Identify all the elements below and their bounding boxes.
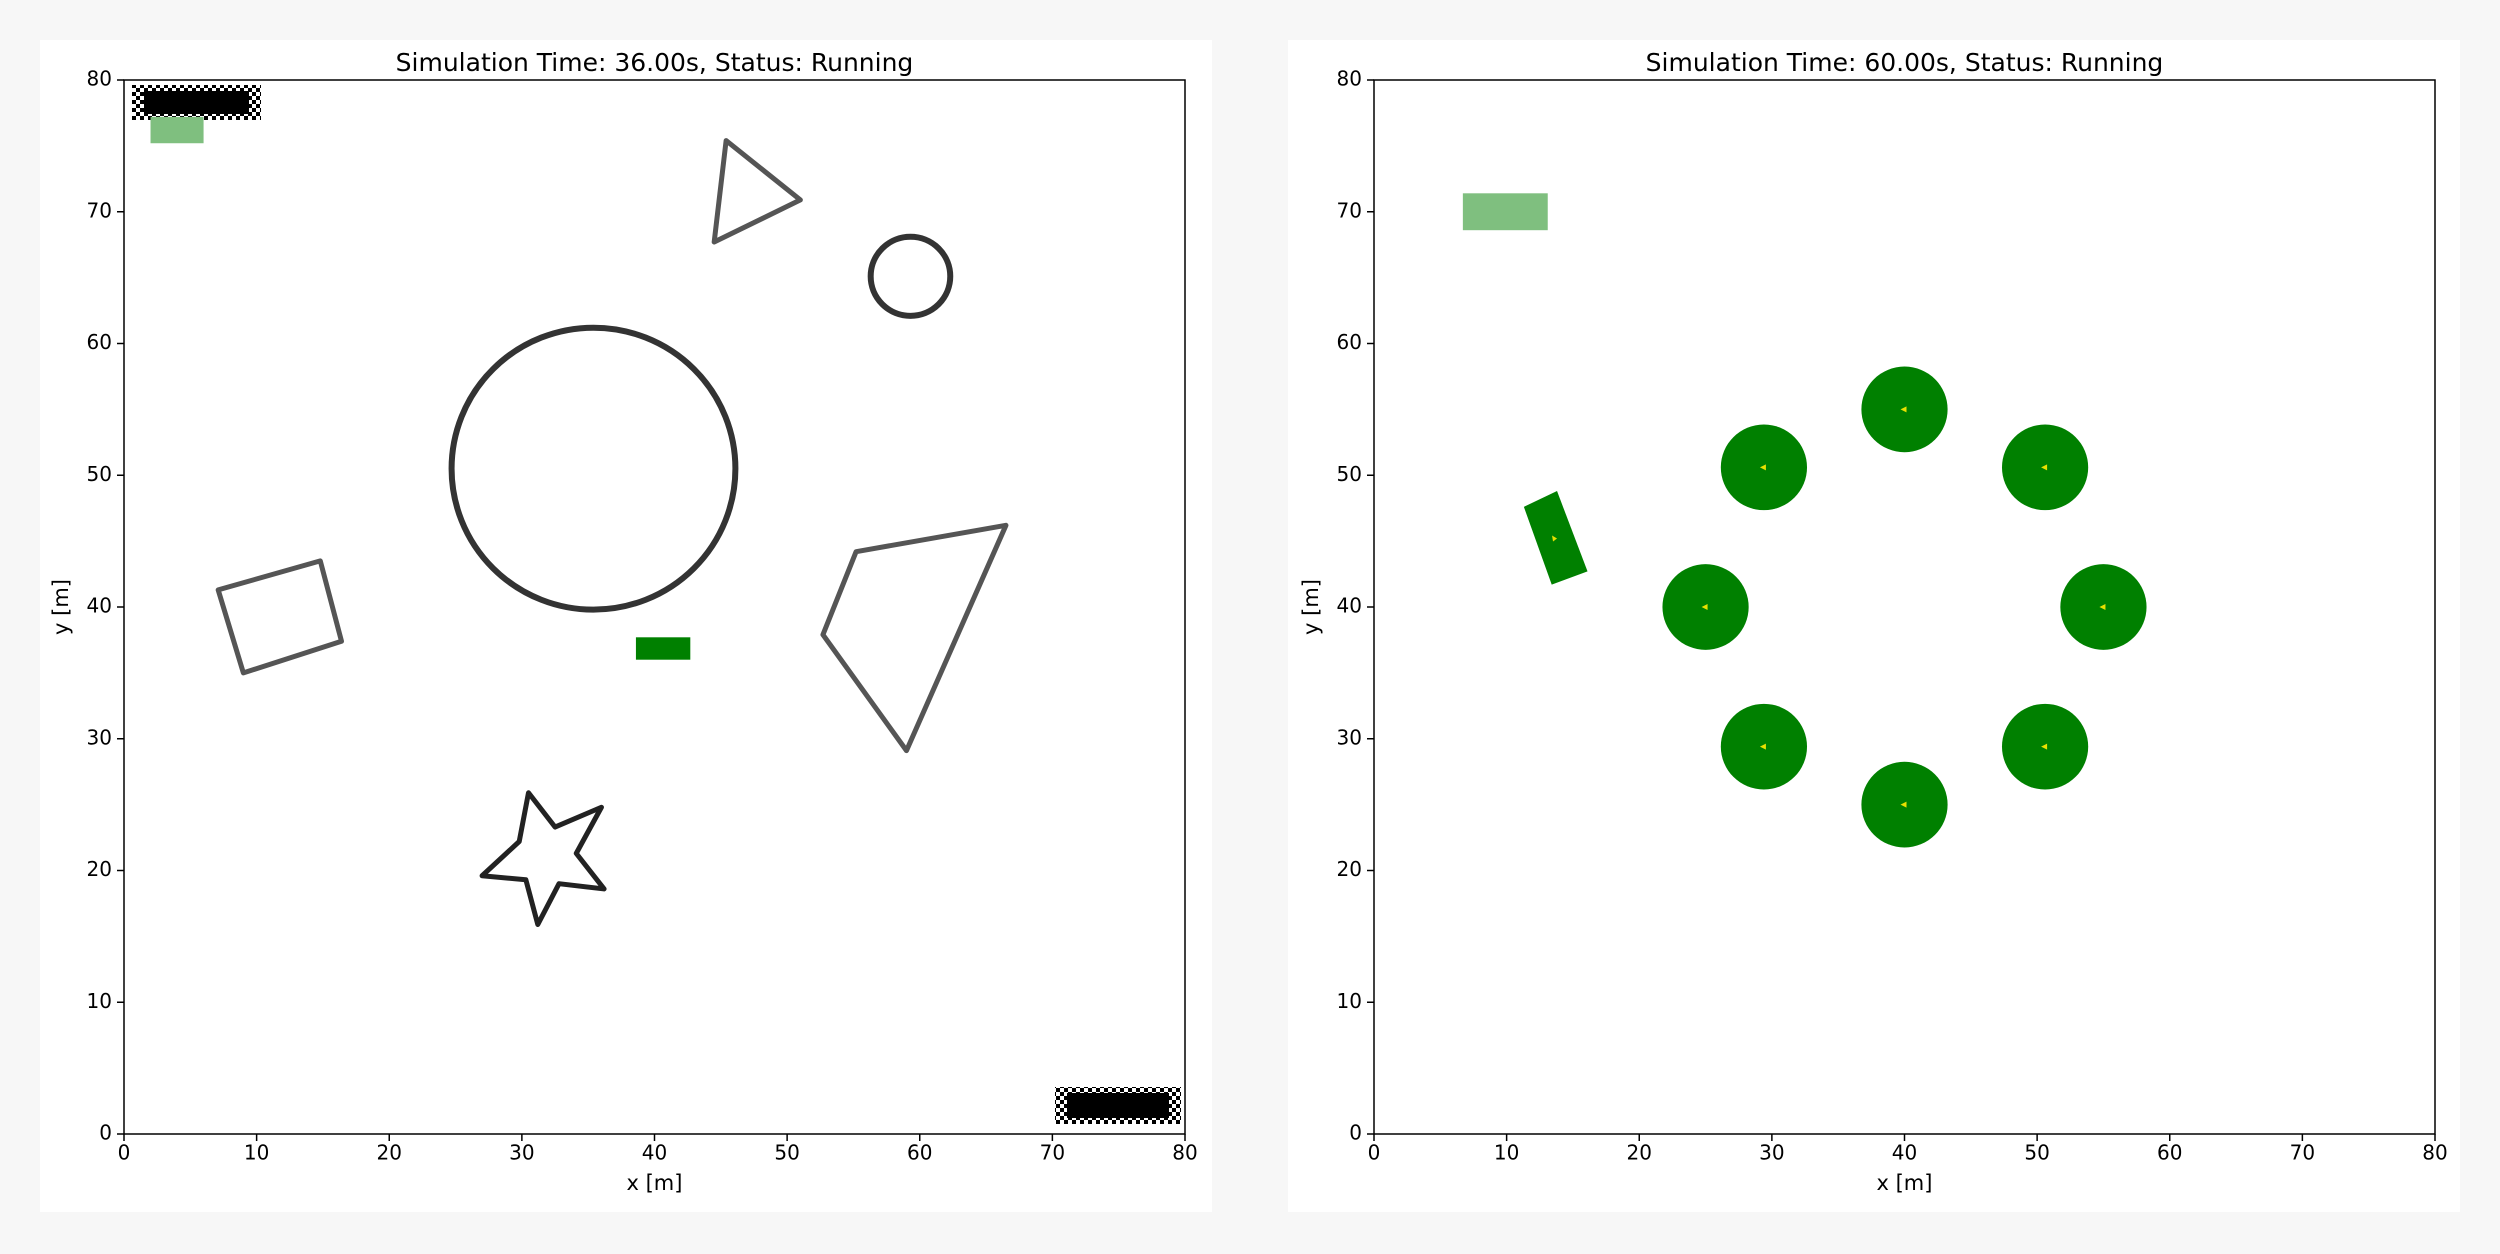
vehicle-rect <box>150 116 204 144</box>
y-tick-label: 30 <box>1337 725 1362 749</box>
y-tick-label: 40 <box>1337 594 1362 618</box>
y-tick-label: 20 <box>87 857 112 881</box>
y-tick-label: 60 <box>87 330 112 354</box>
heading-arrow <box>2041 743 2048 750</box>
axes-frame <box>1373 79 2436 1135</box>
x-tick-label: 70 <box>1040 1141 1065 1165</box>
obstacle-polygon <box>215 558 345 676</box>
y-tick-label: 50 <box>1337 462 1362 486</box>
x-tick-label: 50 <box>774 1141 799 1165</box>
x-tick-label: 30 <box>509 1141 534 1165</box>
y-tick-label: 60 <box>1337 330 1362 354</box>
start-marker <box>132 85 261 120</box>
x-tick-label: 60 <box>2157 1141 2182 1165</box>
axes-frame <box>123 79 1186 1135</box>
heading-arrow <box>1759 464 1766 471</box>
x-tick-label: 40 <box>642 1141 667 1165</box>
panel <box>40 40 1212 1212</box>
heading-arrow <box>1552 535 1558 542</box>
x-tick-label: 0 <box>1368 1141 1381 1165</box>
y-tick-label: 70 <box>87 198 112 222</box>
heading-arrow <box>2099 604 2106 610</box>
y-tick-label: 70 <box>1337 198 1362 222</box>
circle-object <box>867 233 954 319</box>
heading-arrow <box>1900 801 1907 808</box>
y-tick-label: 30 <box>87 725 112 749</box>
obstacle-polygon <box>479 790 607 928</box>
chart-title: Simulation Time: 36.00s, Status: Running <box>396 48 914 77</box>
x-axis-label: x [m] <box>1877 1171 1933 1195</box>
x-tick-label: 60 <box>907 1141 932 1165</box>
y-tick-label: 80 <box>87 67 112 91</box>
y-tick-label: 0 <box>99 1121 112 1145</box>
x-tick-label: 40 <box>1892 1141 1917 1165</box>
y-tick-label: 10 <box>1337 989 1362 1013</box>
y-tick-label: 80 <box>1337 67 1362 91</box>
x-tick-label: 20 <box>1627 1141 1652 1165</box>
x-tick-label: 10 <box>244 1141 269 1165</box>
y-axis-label: y [m] <box>1299 579 1323 635</box>
y-tick-label: 10 <box>87 989 112 1013</box>
obstacle-polygon <box>711 138 803 245</box>
y-tick-label: 40 <box>87 594 112 618</box>
chart-title: Simulation Time: 60.00s, Status: Running <box>1646 48 2164 77</box>
x-tick-label: 0 <box>118 1141 131 1165</box>
vehicle-rect <box>1462 193 1548 231</box>
x-tick-label: 50 <box>2024 1141 2049 1165</box>
x-tick-label: 20 <box>377 1141 402 1165</box>
y-tick-label: 0 <box>1349 1121 1362 1145</box>
x-axis-label: x [m] <box>627 1171 683 1195</box>
x-tick-label: 30 <box>1759 1141 1784 1165</box>
panel <box>1288 40 2460 1212</box>
y-tick-label: 20 <box>1337 857 1362 881</box>
y-axis-label: y [m] <box>49 579 73 635</box>
x-tick-label: 10 <box>1494 1141 1519 1165</box>
heading-arrow <box>2041 464 2048 471</box>
goal-marker <box>1055 1087 1181 1124</box>
circle-object <box>448 324 739 613</box>
obstacle-polygon <box>820 522 1009 754</box>
vehicle-rect <box>635 637 691 660</box>
x-tick-label: 70 <box>2290 1141 2315 1165</box>
x-tick-label: 80 <box>2422 1141 2447 1165</box>
heading-arrow <box>1900 406 1907 413</box>
x-tick-label: 80 <box>1172 1141 1197 1165</box>
y-tick-label: 50 <box>87 462 112 486</box>
heading-arrow <box>1701 604 1708 610</box>
heading-arrow <box>1759 743 1766 750</box>
